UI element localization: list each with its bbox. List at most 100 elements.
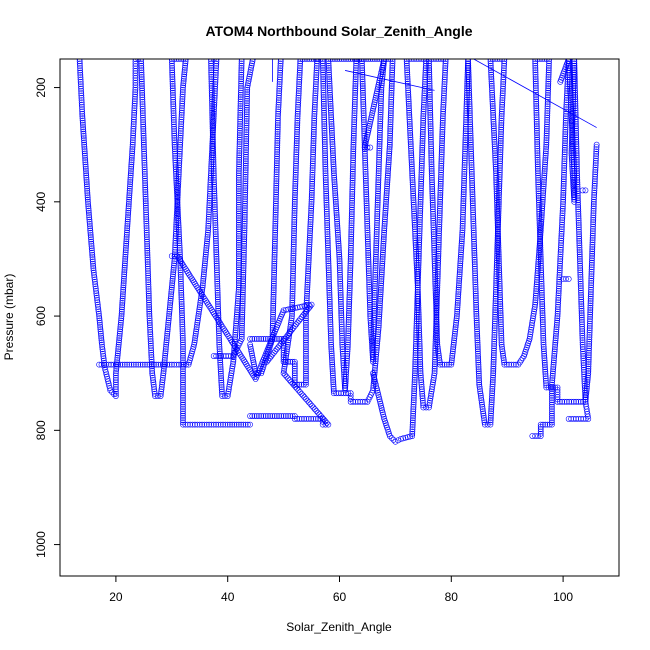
data-point: [372, 269, 379, 276]
data-point: [373, 249, 379, 256]
data-point: [84, 196, 91, 203]
data-point: [146, 315, 153, 322]
data-point: [182, 64, 188, 71]
data-point: [139, 103, 146, 110]
data-point: [164, 326, 171, 333]
data-point: [274, 131, 281, 137]
data-point: [349, 170, 356, 177]
data-point: [162, 354, 168, 361]
data-point: [113, 361, 119, 368]
data-point: [339, 348, 346, 355]
data-point: [308, 416, 314, 422]
data-point: [310, 149, 317, 156]
data-point: [86, 218, 93, 225]
data-point: [360, 92, 366, 98]
data-point: [343, 369, 350, 375]
data-point: [377, 127, 383, 134]
data-point: [272, 202, 279, 209]
data-point: [273, 164, 280, 171]
data-point: [178, 116, 185, 123]
data-point: [351, 128, 357, 135]
data-point: [387, 130, 394, 137]
data-point: [148, 347, 155, 354]
data-point: [347, 247, 354, 253]
data-point: [195, 313, 202, 319]
data-point: [132, 63, 139, 70]
data-point: [83, 172, 90, 179]
data-point: [304, 275, 311, 281]
data-point: [296, 83, 302, 90]
data-point: [387, 137, 393, 144]
data-point: [209, 127, 216, 134]
data-point: [373, 238, 380, 244]
data-point: [362, 159, 369, 166]
data-point: [339, 330, 345, 337]
data-point: [291, 201, 298, 207]
data-point: [308, 205, 315, 212]
data-point: [169, 60, 175, 67]
data-point: [241, 218, 248, 225]
data-point: [361, 121, 367, 128]
data-point: [88, 238, 95, 245]
data-point: [327, 312, 334, 319]
data-point: [89, 256, 96, 263]
data-point: [240, 260, 247, 267]
data-point: [122, 256, 129, 262]
data-point: [239, 298, 246, 305]
data-point: [269, 413, 276, 419]
data-point: [209, 107, 216, 114]
data-point: [177, 128, 184, 134]
data-point: [382, 216, 388, 223]
data-point: [291, 230, 297, 237]
data-point: [333, 390, 340, 397]
data-point: [340, 390, 347, 397]
data-point: [243, 131, 250, 138]
data-point: [326, 87, 333, 94]
data-point: [138, 78, 145, 85]
data-point: [348, 220, 355, 227]
data-point: [346, 280, 353, 287]
data-point: [277, 60, 284, 67]
data-point: [345, 312, 352, 319]
data-point: [359, 71, 366, 78]
data-point: [370, 328, 377, 335]
data-point: [290, 248, 297, 255]
data-point: [369, 340, 375, 347]
data-point: [151, 386, 158, 393]
data-point: [180, 417, 186, 424]
data-point: [293, 160, 299, 167]
data-point: [232, 334, 239, 340]
data-point: [94, 301, 101, 308]
data-point: [387, 112, 394, 119]
data-point: [214, 274, 221, 280]
data-point: [247, 67, 254, 73]
data-point: [379, 64, 386, 71]
data-point: [370, 330, 377, 337]
data-point: [110, 361, 117, 368]
data-point: [270, 311, 276, 318]
data-point: [350, 152, 357, 159]
data-point: [126, 196, 132, 203]
data-point: [258, 336, 265, 342]
data-point: [346, 283, 353, 289]
data-point: [377, 125, 384, 132]
data-point: [378, 95, 384, 102]
data-point: [276, 85, 283, 92]
data-point: [379, 253, 386, 260]
data-point: [291, 358, 298, 365]
data-point: [364, 229, 371, 236]
data-point: [98, 339, 105, 346]
data-point: [115, 361, 122, 368]
data-point: [273, 162, 280, 169]
data-point: [363, 198, 370, 204]
data-point: [271, 260, 278, 267]
data-point: [347, 258, 354, 265]
data-point: [209, 121, 216, 127]
data-point: [338, 316, 345, 323]
data-point: [276, 76, 283, 83]
data-point: [235, 186, 242, 192]
data-point: [365, 256, 372, 263]
data-point: [230, 352, 237, 358]
data-point: [243, 147, 249, 153]
data-point: [95, 308, 102, 315]
